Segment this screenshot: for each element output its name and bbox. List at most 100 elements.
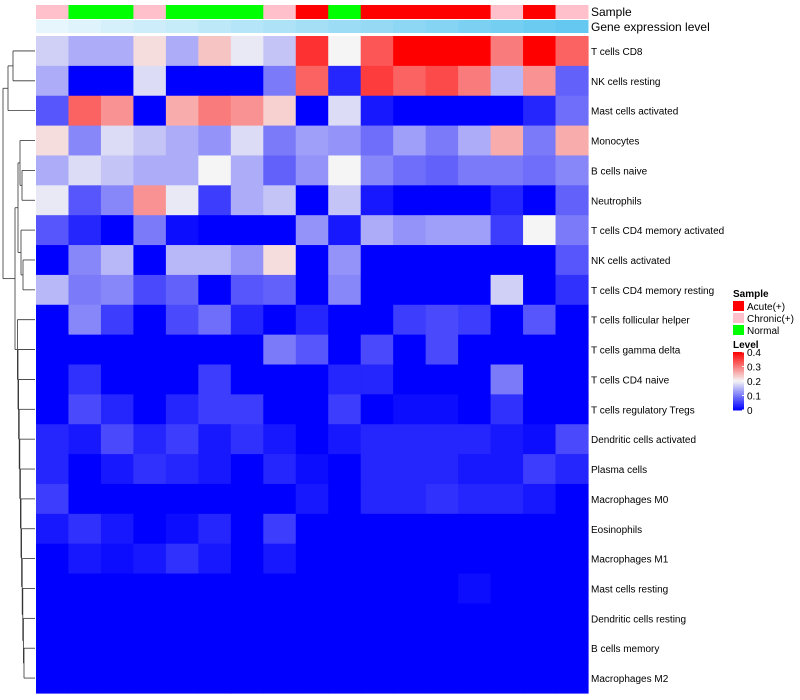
- heatmap-cell: [295, 663, 329, 694]
- legend-sample-entries: Acute(+)Chronic(+)Normal: [733, 301, 794, 337]
- heatmap-cell: [36, 304, 70, 336]
- legend-colorbar-segment: [733, 395, 744, 398]
- heatmap-cell: [393, 364, 427, 395]
- heatmap-cell: [263, 603, 297, 634]
- heatmap-cell: [295, 513, 329, 545]
- heatmap-cell: [165, 513, 199, 545]
- heatmap-cell: [328, 65, 362, 97]
- heatmap-cell: [198, 185, 232, 216]
- heatmap-cell: [36, 245, 70, 276]
- heatmap-cell: [328, 543, 362, 575]
- heatmap-cell: [328, 95, 362, 127]
- heatmap-cell: [68, 125, 102, 157]
- heatmap-cell: [490, 155, 524, 186]
- sample-annotation-cell: [458, 5, 492, 19]
- heatmap-cell: [68, 454, 102, 485]
- heatmap-cell: [295, 364, 329, 395]
- heatmap-cell: [198, 155, 232, 186]
- heatmap-cell: [425, 454, 459, 485]
- heatmap-cell: [230, 95, 264, 127]
- expression-annotation-cell: [68, 20, 102, 33]
- heatmap-cell: [490, 125, 524, 157]
- row-label: T cells CD4 memory activated: [591, 226, 724, 237]
- legend-colorbar-segment: [733, 385, 744, 388]
- heatmap-cell: [230, 424, 264, 455]
- expression-annotation-cell: [555, 20, 589, 33]
- heatmap-cell: [425, 573, 459, 605]
- heatmap-cell: [328, 274, 362, 306]
- heatmap-cell: [230, 125, 264, 157]
- heatmap-cell: [100, 334, 135, 366]
- heatmap-cell: [360, 573, 394, 605]
- heatmap-cell: [198, 334, 232, 366]
- heatmap-cell: [393, 543, 427, 575]
- heatmap-cell: [68, 663, 102, 694]
- heatmap-cell: [490, 603, 524, 634]
- heatmap-cell: [36, 543, 70, 575]
- heatmap-cell: [458, 663, 492, 694]
- heatmap-cell: [198, 394, 232, 425]
- heatmap-cell: [425, 394, 459, 425]
- heatmap-cell: [36, 185, 70, 216]
- heatmap-cell: [295, 155, 329, 186]
- heatmap-cell: [68, 633, 102, 664]
- legend-colorbar-segment: [733, 373, 744, 376]
- sample-annotation-cell: [133, 5, 167, 19]
- heatmap-cell: [360, 304, 394, 336]
- heatmap-cell: [458, 364, 492, 395]
- heatmap-cell: [198, 633, 232, 664]
- legend-colorbar-segment: [733, 375, 744, 378]
- sample-annotation-cell: [230, 5, 264, 19]
- heatmap-cell: [198, 603, 232, 634]
- heatmap-cell: [36, 633, 70, 664]
- legend-colorbar-segment: [733, 370, 744, 373]
- heatmap-cell: [458, 394, 492, 425]
- heatmap-cell: [490, 245, 524, 276]
- heatmap-cell: [458, 215, 492, 246]
- heatmap-cell: [523, 394, 557, 425]
- row-label: Mast cells resting: [591, 584, 668, 595]
- heatmap-cell: [133, 603, 167, 634]
- heatmap-cell: [230, 334, 264, 366]
- legend-colorbar-segment: [733, 394, 744, 396]
- row-label: Dendritic cells activated: [591, 435, 696, 446]
- heatmap-cell: [555, 394, 589, 425]
- row-label: Macrophages M1: [591, 555, 669, 566]
- heatmap-cell: [263, 483, 297, 515]
- heatmap-cell: [555, 245, 589, 276]
- legend-colorbar-segment: [733, 396, 744, 399]
- legend-sample-label: Normal: [747, 326, 779, 337]
- heatmap-cell: [133, 274, 167, 306]
- heatmap-cell: [68, 215, 102, 246]
- legend-sample-swatch: [733, 325, 744, 335]
- heatmap-cell: [100, 95, 135, 127]
- heatmap-cell: [490, 394, 524, 425]
- heatmap-cell: [523, 543, 557, 575]
- row-label: NK cells activated: [591, 256, 670, 267]
- heatmap-cell: [523, 125, 557, 157]
- heatmap-cell: [360, 394, 394, 425]
- heatmap-cell: [490, 334, 524, 366]
- heatmap-cell: [230, 513, 264, 545]
- legend-colorbar-segment: [733, 360, 744, 363]
- legend-colorbar-segment: [733, 398, 744, 401]
- sample-annotation-cell: [555, 5, 589, 19]
- heatmap-cell: [523, 304, 557, 336]
- heatmap-cell: [295, 274, 329, 306]
- heatmap-cell: [555, 95, 589, 127]
- heatmap-cell: [555, 274, 589, 306]
- heatmap-cell: [393, 95, 427, 127]
- heatmap-cell: [263, 424, 297, 455]
- heatmap-cell: [393, 245, 427, 276]
- heatmap-cell: [133, 513, 167, 545]
- legend-colorbar-segment: [733, 401, 744, 404]
- heatmap-cell: [425, 304, 459, 336]
- heatmap-cell: [393, 424, 427, 455]
- heatmap-cell: [133, 304, 167, 336]
- heatmap-cell: [133, 245, 167, 276]
- heatmap-cell: [230, 663, 264, 694]
- heatmap-cell: [36, 663, 70, 694]
- heatmap-cell: [68, 155, 102, 186]
- heatmap-cell: [360, 633, 394, 664]
- heatmap-cell: [393, 65, 427, 97]
